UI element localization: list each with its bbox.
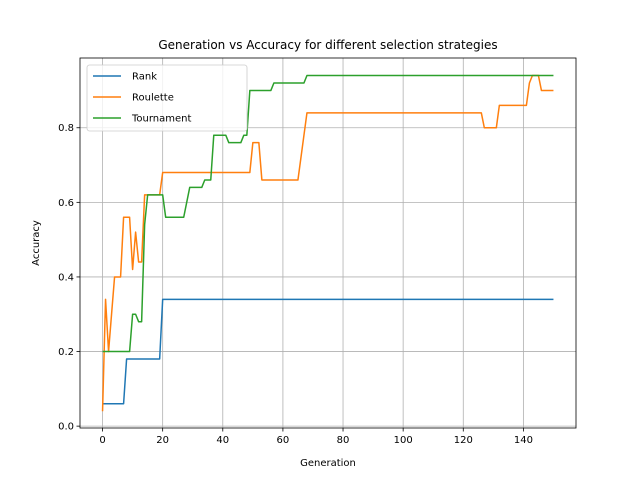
x-axis-ticks: 0 20 40 60 80 100 120 140	[99, 428, 533, 446]
legend-label: Tournament	[131, 114, 191, 125]
x-tick-label: 0	[99, 435, 105, 446]
series-line-tournament	[102, 74, 554, 353]
x-tick-label: 60	[277, 435, 290, 446]
series-line-roulette	[101, 74, 554, 412]
legend: Rank Roulette Tournament	[86, 64, 248, 132]
y-axis-label: Accuracy	[31, 220, 42, 266]
x-axis-label: Generation	[300, 458, 356, 469]
legend-label: Roulette	[132, 93, 174, 104]
plot-frame	[79, 57, 577, 429]
y-axis-ticks: 0.0 0.2 0.4 0.6 0.8	[58, 123, 80, 433]
y-tick-label: 0.0	[58, 422, 74, 433]
x-tick-label: 20	[156, 435, 169, 446]
y-tick-label: 0.2	[58, 347, 74, 358]
y-tick-label: 0.4	[58, 272, 74, 283]
series-lines	[101, 74, 554, 412]
series-line-rank	[102, 298, 554, 405]
x-tick-label: 40	[216, 435, 229, 446]
legend-box	[86, 64, 248, 132]
x-tick-label: 120	[454, 435, 473, 446]
x-tick-label: 80	[337, 435, 350, 446]
legend-label: Rank	[132, 72, 157, 83]
x-tick-label: 140	[514, 435, 533, 446]
x-tick-label: 100	[394, 435, 413, 446]
y-tick-label: 0.8	[58, 123, 74, 134]
chart-title: Generation vs Accuracy for different sel…	[158, 38, 497, 52]
y-tick-label: 0.6	[58, 198, 74, 209]
